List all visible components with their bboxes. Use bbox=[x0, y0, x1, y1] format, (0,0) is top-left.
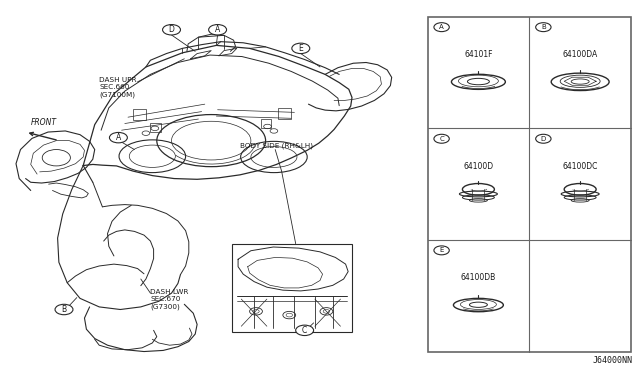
Circle shape bbox=[209, 25, 227, 35]
Circle shape bbox=[434, 23, 449, 32]
Text: B: B bbox=[541, 24, 546, 30]
Bar bbox=[133, 109, 146, 120]
Bar bbox=[150, 123, 161, 132]
Text: 64100DB: 64100DB bbox=[461, 273, 496, 282]
Text: DASH LWR
SEC.670
(G7300): DASH LWR SEC.670 (G7300) bbox=[150, 289, 189, 310]
Text: BODY SIDE (RH&LH): BODY SIDE (RH&LH) bbox=[240, 142, 313, 149]
Circle shape bbox=[434, 134, 449, 143]
Text: FRONT: FRONT bbox=[31, 118, 56, 127]
Text: J64000NN: J64000NN bbox=[593, 356, 632, 365]
Text: A: A bbox=[215, 25, 220, 34]
Text: 64100DC: 64100DC bbox=[563, 162, 598, 171]
Text: A: A bbox=[116, 133, 121, 142]
Text: A: A bbox=[439, 24, 444, 30]
Text: D: D bbox=[541, 136, 546, 142]
Circle shape bbox=[292, 43, 310, 54]
Circle shape bbox=[296, 325, 314, 336]
Text: D: D bbox=[168, 25, 175, 34]
Text: E: E bbox=[440, 247, 444, 253]
Text: DASH UPR
SEC.660
(G7100M): DASH UPR SEC.660 (G7100M) bbox=[99, 77, 137, 98]
Bar bbox=[278, 108, 291, 119]
Bar bbox=[428, 17, 631, 352]
Text: 64101F: 64101F bbox=[464, 50, 493, 59]
Text: C: C bbox=[439, 136, 444, 142]
Circle shape bbox=[55, 304, 73, 315]
Bar bbox=[261, 119, 271, 128]
Circle shape bbox=[536, 134, 551, 143]
Text: 64100D: 64100D bbox=[463, 162, 493, 171]
Circle shape bbox=[536, 23, 551, 32]
Text: 64100DA: 64100DA bbox=[563, 50, 598, 59]
Text: E: E bbox=[298, 44, 303, 53]
Circle shape bbox=[163, 25, 180, 35]
Circle shape bbox=[434, 246, 449, 255]
Circle shape bbox=[109, 132, 127, 143]
Text: B: B bbox=[61, 305, 67, 314]
Bar bbox=[232, 244, 352, 332]
Text: C: C bbox=[302, 326, 307, 335]
